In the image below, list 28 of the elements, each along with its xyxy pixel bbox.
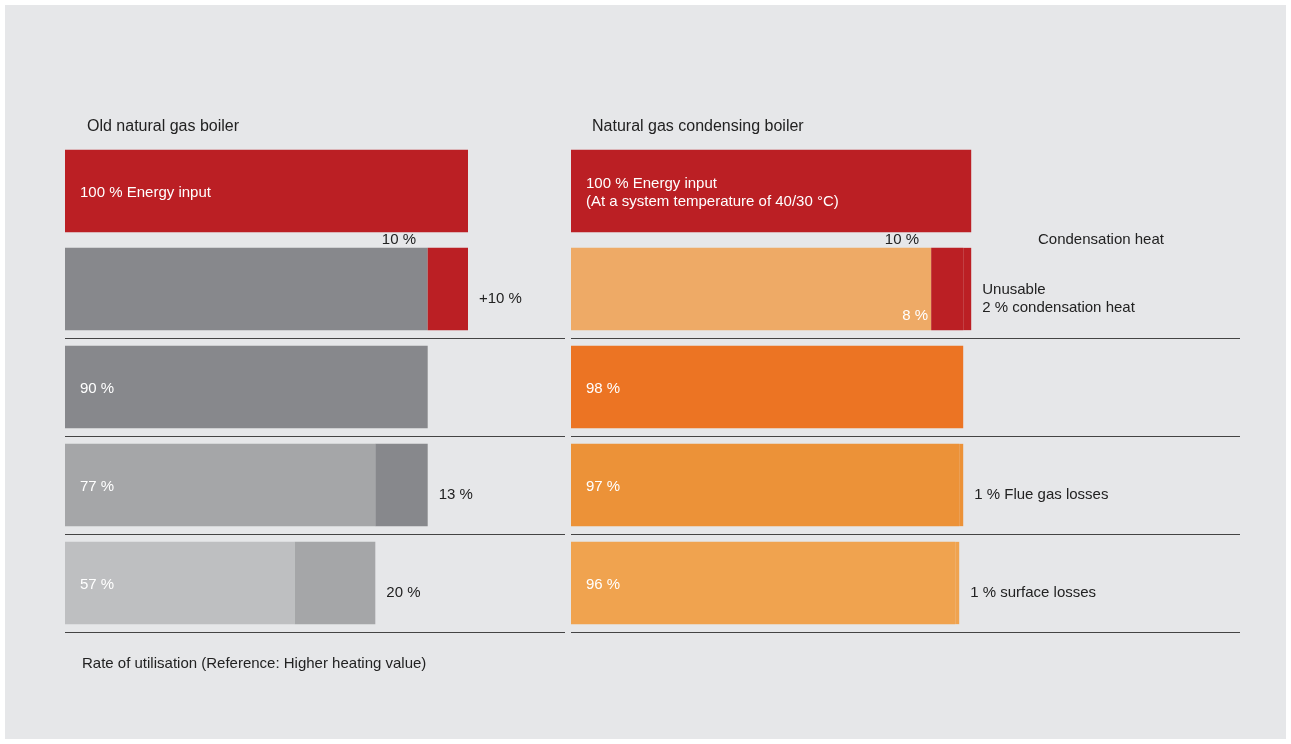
data-label: 96 % <box>586 574 621 592</box>
data-label: 100 % Energy input (At a system temperature of 40/30 °C) <box>586 173 839 209</box>
bar <box>571 345 964 429</box>
bar <box>427 247 468 331</box>
data-label: 98 % <box>586 378 621 396</box>
text: Rate of utilisation (Reference: Higher heating value) <box>82 654 427 671</box>
data-label: +10 % <box>479 288 522 306</box>
data-label: 97 % <box>586 476 621 494</box>
chart-title: Old natural gas boiler <box>87 116 240 134</box>
text: Condensation heat <box>1038 230 1165 247</box>
annotation: 10 % <box>381 230 417 247</box>
bar <box>294 541 376 625</box>
data-label: Unusable 2 % condensation heat <box>982 279 1136 315</box>
data-label: 77 % <box>80 476 115 494</box>
data-label: 8 % <box>902 305 929 323</box>
data-label: 1 % Flue gas losses <box>974 484 1109 502</box>
data-label: 90 % <box>80 378 115 396</box>
bar <box>65 345 428 429</box>
data-label: 1 % surface losses <box>970 582 1097 600</box>
data-label: 13 % <box>438 484 473 502</box>
data-label: 20 % <box>386 582 421 600</box>
data-label: 57 % <box>80 574 115 592</box>
bar <box>65 541 295 625</box>
chart-title: Natural gas condensing boiler <box>592 116 805 134</box>
annotation: 10 % <box>884 230 920 247</box>
data-label: 100 % Energy input <box>80 182 212 200</box>
bar <box>571 247 932 331</box>
bar <box>65 247 428 331</box>
